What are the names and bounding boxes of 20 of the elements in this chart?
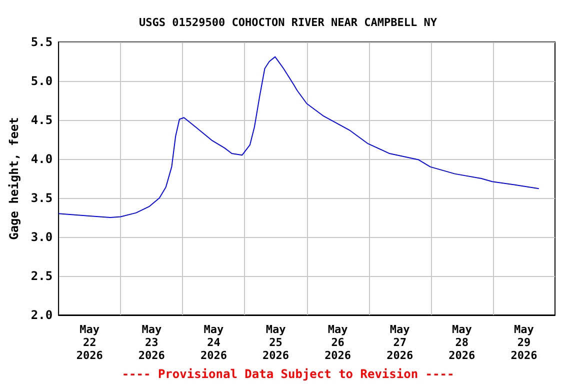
line-series <box>58 56 540 218</box>
x-tick-label: May 27 2026 <box>386 323 414 362</box>
y-tick-label: 3.0 <box>30 230 53 244</box>
y-tick-label: 4.5 <box>30 113 53 127</box>
x-tick-label: May 23 2026 <box>138 323 166 362</box>
y-axis-title: Gage height, feet <box>7 117 21 240</box>
text: ---- Provisional Data Subject to Revision ---- <box>122 367 454 381</box>
y-tick-label: 5.0 <box>30 74 53 88</box>
x-tick-label: May 25 2026 <box>262 323 290 362</box>
y-tick-label: 2.5 <box>30 269 53 283</box>
y-tick-label: 3.5 <box>30 191 53 205</box>
x-tick-label: May 28 2026 <box>448 323 476 362</box>
y-tick-label: 5.5 <box>30 35 53 49</box>
x-tick-label: May 22 2026 <box>76 323 104 362</box>
x-tick-label: May 24 2026 <box>200 323 228 362</box>
chart-title: USGS 01529500 COHOCTON RIVER NEAR CAMPBELL NY <box>138 16 438 29</box>
x-tick-label: May 26 2026 <box>324 323 352 362</box>
y-tick-label: 4.0 <box>30 152 53 166</box>
x-tick-label: May 29 2026 <box>510 323 538 362</box>
y-tick-label: 2.0 <box>30 308 53 322</box>
